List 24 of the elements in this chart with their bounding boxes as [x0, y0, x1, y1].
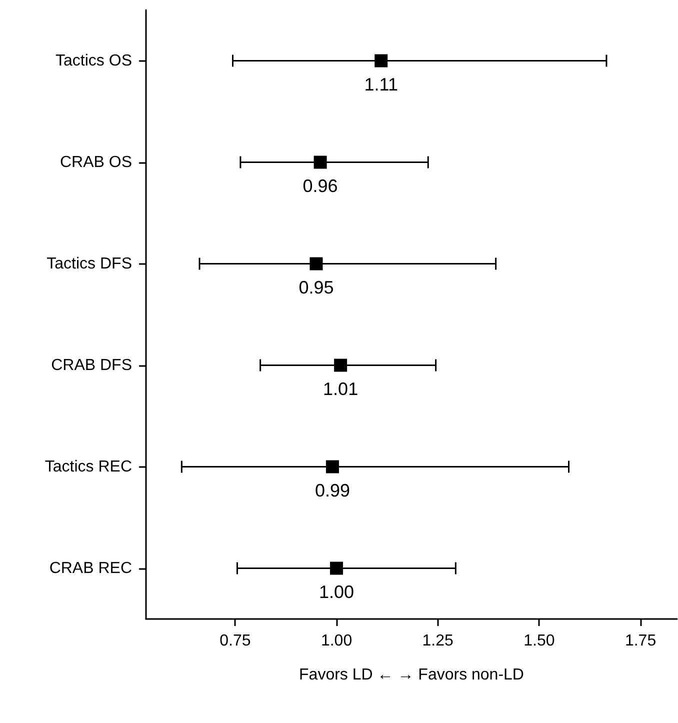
y-tick-label: CRAB OS	[60, 154, 132, 171]
x-tick-label: 1.00	[320, 632, 352, 650]
y-tick-label: Tactics REC	[44, 458, 132, 476]
data-label: 1.11	[364, 74, 398, 94]
point	[334, 358, 348, 372]
point	[326, 460, 339, 474]
data-label: 0.99	[314, 480, 350, 500]
y-tick-label: CRAB DFS	[51, 356, 132, 374]
data-label: 1.00	[318, 582, 354, 602]
x-tick-label: 1.25	[422, 632, 454, 650]
point	[330, 562, 344, 575]
data-label: 1.01	[323, 378, 358, 399]
x-tick-label: 1.75	[624, 632, 656, 650]
x-tick-label: 1.50	[524, 632, 555, 650]
y-tick-label: CRAB REC	[49, 560, 132, 577]
data-label: 0.96	[302, 176, 338, 196]
y-tick-label: Tactics DFS	[46, 255, 132, 272]
point	[314, 156, 327, 169]
y-tick-label: Tactics OS	[56, 52, 132, 70]
x-axis-title: Favors LD ← → Favors non-LD	[299, 666, 524, 684]
point	[374, 54, 388, 68]
x-tick-label: 0.75	[220, 632, 251, 650]
data-label: 0.95	[298, 277, 334, 298]
point	[310, 257, 323, 270]
